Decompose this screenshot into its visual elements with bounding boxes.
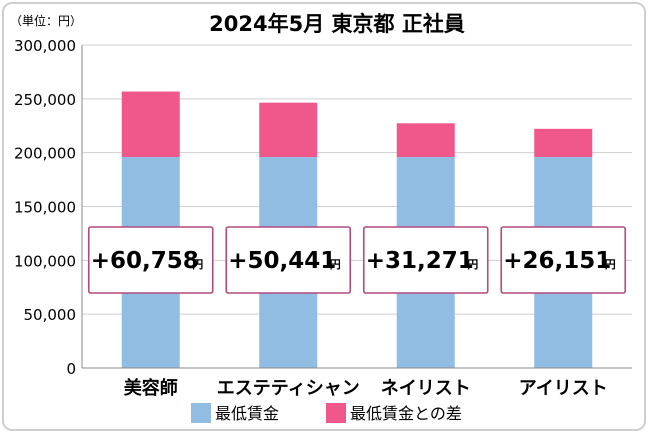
y-axis-ticks: 0 50,000 100,000 150,000 200,000 250,000 300,0… bbox=[14, 37, 76, 378]
x-category-label: アイリスト bbox=[519, 378, 608, 399]
bar-difference bbox=[396, 123, 455, 157]
difference-label-box bbox=[500, 226, 627, 294]
y-tick-label: 50,000 bbox=[24, 306, 77, 324]
difference-unit: 円 bbox=[192, 258, 203, 271]
difference-label-box bbox=[225, 226, 352, 294]
y-tick-label: 250,000 bbox=[14, 91, 76, 109]
chart-frame: （単位：円） 2024年5月 東京都 正社員 0 50,000 100,000 150… bbox=[2, 2, 646, 431]
difference-value: +31,271 bbox=[366, 248, 474, 274]
chart-title: 2024年5月 東京都 正社員 bbox=[209, 12, 465, 36]
unit-label: （単位：円） bbox=[10, 13, 82, 28]
difference-unit: 円 bbox=[467, 258, 478, 271]
legend-swatch bbox=[191, 403, 211, 423]
y-tick-label: 300,000 bbox=[14, 37, 76, 55]
x-category-label: エステティシャン bbox=[217, 378, 360, 399]
y-tick-label: 0 bbox=[66, 360, 76, 378]
bar-difference bbox=[534, 128, 593, 157]
bar-difference bbox=[121, 91, 180, 157]
x-axis-categories: 美容師 エステティシャン ネイリスト アイリスト bbox=[124, 377, 608, 399]
difference-value: +60,758 bbox=[91, 248, 199, 274]
difference-label-box bbox=[362, 226, 489, 294]
difference-unit: 円 bbox=[605, 258, 616, 271]
legend-label: 最低賃金 bbox=[215, 404, 279, 423]
y-tick-label: 100,000 bbox=[14, 252, 76, 270]
bar-difference bbox=[259, 102, 318, 157]
legend-label: 最低賃金との差 bbox=[350, 404, 462, 423]
legend: 最低賃金 最低賃金との差 bbox=[191, 403, 462, 423]
y-tick-label: 200,000 bbox=[14, 145, 76, 163]
legend-swatch bbox=[326, 403, 346, 423]
x-category-label: ネイリスト bbox=[381, 378, 471, 399]
difference-label-box bbox=[87, 226, 214, 294]
difference-value: +50,441 bbox=[228, 248, 336, 274]
difference-unit: 円 bbox=[330, 258, 341, 271]
y-tick-label: 150,000 bbox=[14, 199, 76, 217]
chart: （単位：円） 2024年5月 東京都 正社員 0 50,000 100,000 150… bbox=[10, 12, 632, 423]
x-category-label: 美容師 bbox=[124, 377, 178, 399]
difference-value: +26,151 bbox=[503, 248, 611, 274]
